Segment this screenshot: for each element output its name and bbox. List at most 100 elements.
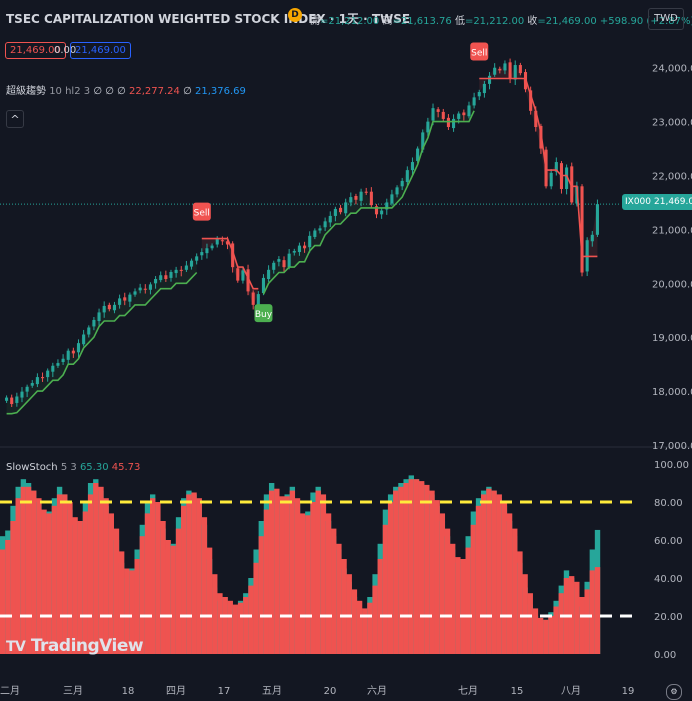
stoch-d-bar <box>434 500 440 654</box>
stoch-d-value: 45.73 <box>111 462 141 473</box>
stoch-d-bar <box>336 543 342 654</box>
stoch-legend[interactable]: SlowStoch 5 3 65.30 45.73 <box>6 462 140 473</box>
stoch-d-bar <box>46 513 52 654</box>
stoch-d-bar <box>548 616 554 654</box>
stoch-d-bar <box>584 589 590 654</box>
stoch-d-bar <box>186 494 192 654</box>
stoch-d-bar <box>424 484 430 654</box>
stoch-d-bar <box>501 502 508 654</box>
stoch-d-bar <box>253 562 259 654</box>
signal-label: Buy <box>255 310 273 320</box>
candle-body <box>261 277 266 294</box>
stoch-d-bar <box>0 549 6 654</box>
low-label: 低 <box>454 16 465 27</box>
stoch-d-bar <box>191 492 197 654</box>
stoch-d-bar <box>5 540 11 654</box>
candle-body <box>179 269 183 271</box>
candle-body <box>87 327 91 335</box>
stoch-d-bar <box>506 513 513 654</box>
stoch-d-bar <box>268 490 275 654</box>
stoch-d-bar <box>589 570 596 654</box>
stoch-d-bar <box>139 536 146 654</box>
candle-body <box>40 377 45 379</box>
indicator-value-1: 22,277.24 <box>129 86 180 97</box>
time-axis-tick: 四月 <box>166 685 186 697</box>
logo-text: TradingView <box>30 636 144 656</box>
candle-body <box>5 397 9 401</box>
candle-body <box>400 180 404 187</box>
time-axis-tick: 19 <box>622 686 635 697</box>
indicator-legend[interactable]: 超級趨勢 10 hl2 3 ∅ ∅ ∅ 22,277.24 ∅ 21,376.6… <box>6 82 246 97</box>
stoch-params: 5 3 <box>60 462 77 473</box>
signal-label-bg <box>192 202 211 221</box>
candle-body <box>308 235 312 248</box>
candle-body <box>554 162 558 172</box>
price-axis-tick: 22,000.00 <box>652 172 692 183</box>
candle-body <box>174 269 178 274</box>
stoch-d-bar <box>248 585 254 654</box>
candle-body <box>97 312 101 322</box>
stoch-d-bar <box>263 509 270 654</box>
stoch-d-bar <box>315 490 321 654</box>
stoch-d-bar <box>574 581 580 654</box>
stoch-d-bar <box>475 505 482 654</box>
candle-body <box>46 370 50 378</box>
candle-body <box>123 297 127 301</box>
candle-body <box>482 83 486 94</box>
candle-body <box>580 186 584 273</box>
supertrend-down-fill <box>479 63 598 273</box>
candle-body <box>457 113 461 119</box>
stoch-d-bar <box>160 521 166 654</box>
candle-body <box>328 215 332 223</box>
stoch-d-bar <box>222 597 228 654</box>
settings-icon[interactable]: ⚙ <box>666 684 682 700</box>
currency-button[interactable]: TWD <box>648 8 684 30</box>
stoch-d-bar <box>403 483 409 654</box>
supertrend-up-line <box>6 271 198 415</box>
candle-body <box>467 105 471 117</box>
badge-d[interactable]: D <box>288 8 302 22</box>
sell-signal: Sell <box>470 42 489 61</box>
candle-body <box>590 234 594 242</box>
stoch-d-bar <box>227 600 233 654</box>
stoch-d-bar <box>93 483 99 654</box>
stoch-d-bar <box>460 559 466 654</box>
stoch-d-bar <box>279 496 285 654</box>
candle-body <box>369 191 373 206</box>
stoch-d-bar <box>481 494 487 654</box>
stoch-d-bar <box>212 574 218 654</box>
stoch-axis-tick: 40.00 <box>654 574 683 585</box>
candle-body <box>143 288 147 290</box>
time-axis-tick: 二月 <box>0 685 20 697</box>
candle-body <box>487 75 492 84</box>
price-axis-tick: 20,000.00 <box>652 279 692 290</box>
candle-body <box>374 206 379 215</box>
collapse-button[interactable]: ^ <box>6 110 24 128</box>
indicator-name: 超級趨勢 <box>6 86 46 97</box>
close-value: =21,469.00 <box>537 16 597 27</box>
stoch-d-bar <box>496 494 502 654</box>
candle-body <box>565 167 569 189</box>
candle-body <box>431 108 435 121</box>
stoch-d-bar <box>439 513 446 654</box>
price-axis-tick: 17,000.00 <box>652 441 692 452</box>
stoch-d-bar <box>305 515 311 654</box>
open-value: =21,212.00 <box>320 16 380 27</box>
candle-body <box>138 287 142 291</box>
stoch-d-bar <box>522 574 528 654</box>
candle-body <box>364 191 368 193</box>
candle-body <box>267 269 271 279</box>
candle-body <box>287 253 291 268</box>
stoch-d-bar <box>206 547 213 654</box>
stoch-d-bar <box>237 602 244 654</box>
stoch-d-bar <box>444 528 451 654</box>
candle-body <box>452 118 456 129</box>
candle-body <box>441 111 445 119</box>
stoch-d-bar <box>398 486 404 654</box>
candle-body <box>380 210 384 215</box>
stoch-d-bar <box>51 505 58 654</box>
price-axis-tick: 23,000.00 <box>652 118 692 129</box>
candle-body <box>421 132 425 150</box>
time-axis-tick: 八月 <box>561 685 581 697</box>
candle-body <box>508 62 512 79</box>
